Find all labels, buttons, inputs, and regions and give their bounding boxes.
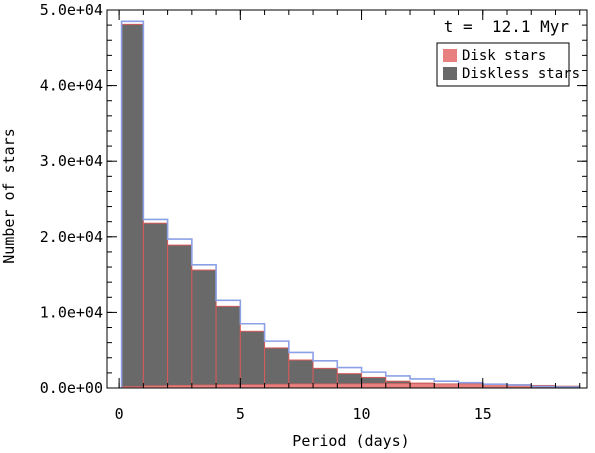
- tick-labels: 0 5 10 15 0.0e+00 1.0e+04 2.0e+04 3.0e+04 4.0e+0…: [40, 1, 492, 423]
- bar-diskless-4: [215, 305, 241, 389]
- bar-disk-5: [239, 384, 265, 389]
- bar-disk-12: [409, 383, 435, 389]
- bar-disk-8: [312, 383, 338, 389]
- legend-label-disk: Disk stars: [462, 48, 546, 64]
- legend-label-diskless: Diskless stars: [462, 66, 580, 82]
- bar-disk-7: [288, 383, 314, 389]
- y-tick-label: 1.0e+04: [40, 303, 103, 321]
- bar-disk-9: [336, 383, 362, 389]
- bar-disk-11: [385, 383, 411, 389]
- x-tick-label: 15: [474, 405, 492, 423]
- bar-disk-4: [215, 384, 241, 389]
- bar-disk-10: [361, 383, 387, 389]
- bar-diskless-3: [191, 269, 217, 389]
- legend-swatch-diskless: [443, 67, 457, 80]
- bar-diskless-1: [142, 222, 169, 389]
- y-tick-label: 4.0e+04: [40, 77, 103, 95]
- legend: Disk stars Diskless stars: [436, 42, 580, 87]
- legend-swatch-disk: [443, 49, 457, 62]
- y-tick-label: 2.0e+04: [40, 228, 103, 246]
- x-tick-label: 0: [115, 405, 124, 423]
- legend-box: [436, 42, 570, 87]
- histogram-bars: [121, 23, 581, 389]
- plot-frame: [106, 9, 588, 389]
- y-axis-label: Number of stars: [0, 128, 18, 263]
- y-tick-label: 5.0e+04: [40, 1, 103, 19]
- x-tick-label: 5: [236, 405, 245, 423]
- bar-disk-14: [458, 383, 484, 389]
- time-annotation: t = 12.1 Myr: [444, 17, 570, 36]
- x-axis-label: Period (days): [292, 432, 409, 450]
- x-tick-label: 10: [353, 405, 371, 423]
- axis-ticks: [107, 9, 587, 389]
- bar-disk-13: [433, 383, 459, 389]
- y-tick-label: 3.0e+04: [40, 152, 103, 170]
- bar-disk-6: [264, 383, 290, 389]
- bar-diskless-5: [239, 330, 266, 389]
- bar-diskless-6: [264, 347, 290, 389]
- y-tick-label: 0.0e+00: [40, 379, 103, 397]
- bar-diskless-2: [167, 244, 193, 389]
- bar-diskless-0: [121, 23, 144, 389]
